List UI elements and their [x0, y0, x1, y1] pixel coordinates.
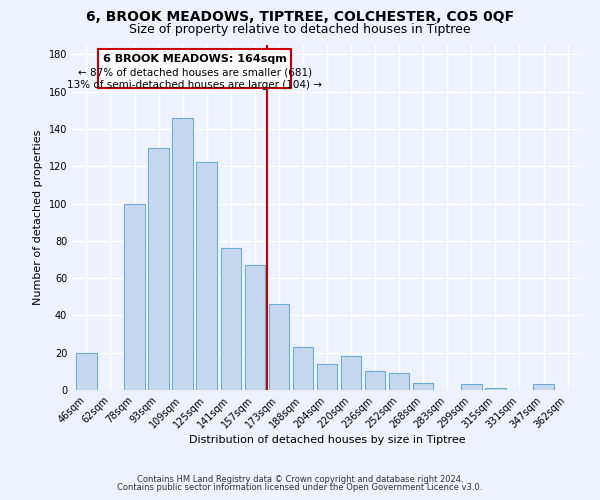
Bar: [245, 265, 265, 390]
Text: 13% of semi-detached houses are larger (104) →: 13% of semi-detached houses are larger (…: [67, 80, 322, 90]
Bar: [269, 304, 289, 390]
Text: Size of property relative to detached houses in Tiptree: Size of property relative to detached ho…: [129, 22, 471, 36]
Bar: [317, 364, 337, 390]
Bar: [485, 388, 506, 390]
Bar: [413, 382, 433, 390]
Bar: [172, 118, 193, 390]
Bar: [461, 384, 482, 390]
Bar: [148, 148, 169, 390]
Bar: [124, 204, 145, 390]
Bar: [341, 356, 361, 390]
Text: 6 BROOK MEADOWS: 164sqm: 6 BROOK MEADOWS: 164sqm: [103, 54, 287, 64]
Text: Contains HM Land Registry data © Crown copyright and database right 2024.: Contains HM Land Registry data © Crown c…: [137, 475, 463, 484]
Bar: [293, 347, 313, 390]
Bar: [533, 384, 554, 390]
Text: Contains public sector information licensed under the Open Government Licence v3: Contains public sector information licen…: [118, 484, 482, 492]
Bar: [76, 352, 97, 390]
FancyBboxPatch shape: [98, 48, 291, 88]
Text: 6, BROOK MEADOWS, TIPTREE, COLCHESTER, CO5 0QF: 6, BROOK MEADOWS, TIPTREE, COLCHESTER, C…: [86, 10, 514, 24]
Bar: [196, 162, 217, 390]
Y-axis label: Number of detached properties: Number of detached properties: [33, 130, 43, 305]
Bar: [365, 372, 385, 390]
Bar: [389, 373, 409, 390]
X-axis label: Distribution of detached houses by size in Tiptree: Distribution of detached houses by size …: [188, 436, 466, 446]
Text: ← 87% of detached houses are smaller (681): ← 87% of detached houses are smaller (68…: [77, 68, 312, 78]
Bar: [221, 248, 241, 390]
